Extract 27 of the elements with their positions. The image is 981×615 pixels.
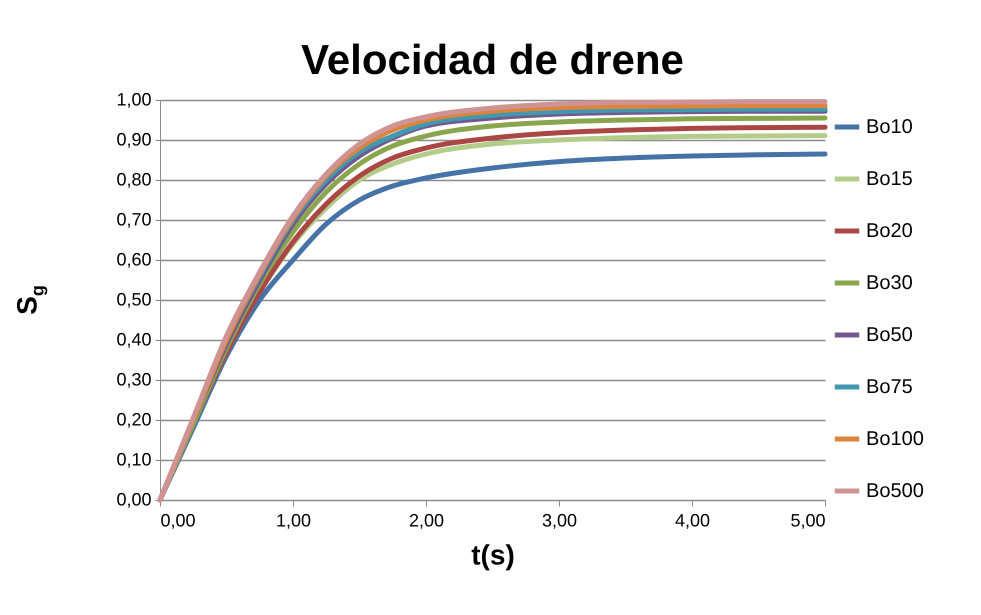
x-tick-label: 1,00 (276, 510, 312, 530)
y-tick-label: 0,70 (116, 210, 152, 230)
y-tick-label: 0,60 (116, 250, 152, 270)
y-tick-label: 0,50 (116, 290, 152, 310)
x-axis-title: t(s) (471, 540, 515, 570)
y-tick-label: 0,00 (116, 490, 152, 510)
legend-label: Bo30 (866, 272, 913, 294)
legend-label: Bo50 (866, 324, 913, 346)
legend-label: Bo500 (866, 480, 924, 502)
y-tick-label: 0,20 (116, 410, 152, 430)
x-tick-label: 3,00 (542, 510, 578, 530)
x-tick-label: 5,00 (790, 510, 826, 530)
y-tick-label: 0,40 (116, 330, 152, 350)
x-tick-label: 4,00 (674, 510, 710, 530)
x-tick-label: 2,00 (408, 510, 444, 530)
legend-label: Bo75 (866, 376, 913, 398)
y-tick-label: 0,10 (116, 450, 152, 470)
legend-label: Bo20 (866, 220, 913, 242)
legend-label: Bo100 (866, 428, 924, 450)
y-tick-label: 1,00 (116, 90, 152, 110)
y-tick-label: 0,30 (116, 370, 152, 390)
legend-label: Bo10 (866, 116, 913, 138)
x-tick-label: 0,00 (160, 510, 196, 530)
chart-title: Velocidad de drene (301, 36, 684, 83)
y-tick-label: 0,90 (116, 130, 152, 150)
y-tick-label: 0,80 (116, 170, 152, 190)
legend-label: Bo15 (866, 168, 913, 190)
